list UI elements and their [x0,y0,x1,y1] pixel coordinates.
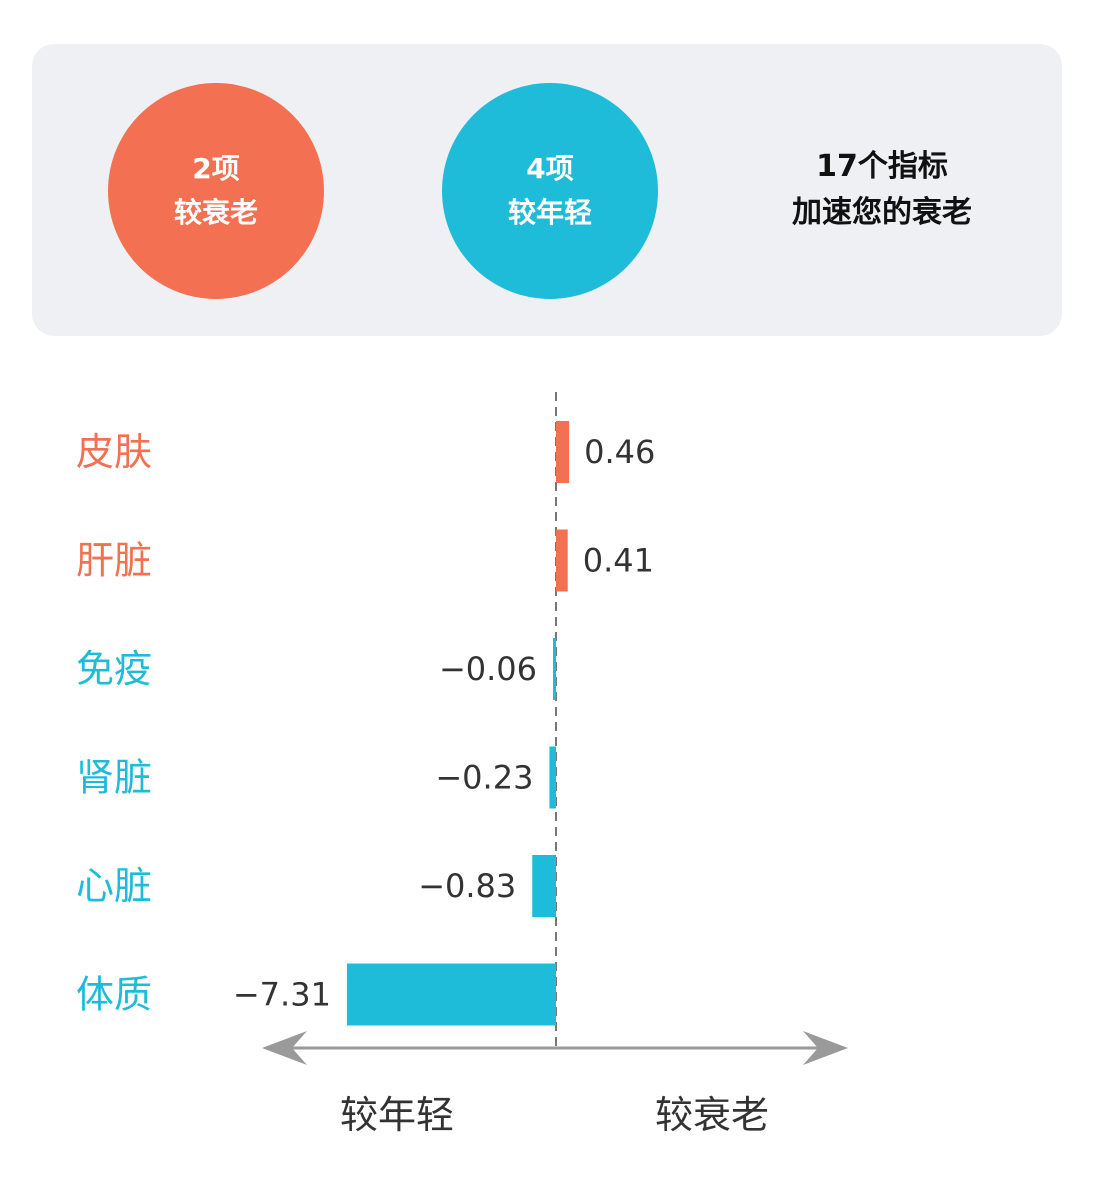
bar [553,638,556,700]
older-count-label: 2项 [192,152,240,185]
category-label: 体质 [76,973,152,1017]
older-count-circle: 2项 较衰老 [108,83,324,299]
value-label: 0.41 [583,542,654,580]
category-label: 心脏 [76,864,152,908]
older-count-text: 较衰老 [173,196,258,229]
category-label: 肾脏 [76,756,152,800]
axis-right-label: 较衰老 [655,1093,769,1137]
bar [532,855,556,917]
bar-chart: 皮肤 0.46 肝脏 0.41 免疫 −0.06 肾脏 −0.23 心脏 −0.83 体质 −7.31… [76,392,848,1137]
category-label: 肝脏 [76,539,152,583]
value-label: −7.31 [233,976,331,1014]
bar [346,963,556,1026]
value-label: −0.06 [439,650,537,688]
headline: 17个指标 加速您的衰老 [762,144,1002,236]
bar [556,529,568,592]
headline-line-1: 17个指标 [816,149,948,184]
axis-left-label: 较年轻 [340,1093,454,1137]
younger-count-label: 4项 [526,152,574,185]
category-label: 皮肤 [76,430,152,474]
younger-count-text: 较年轻 [507,196,592,229]
value-label: 0.46 [584,433,655,471]
value-label: −0.83 [418,867,516,905]
left-arrow-icon [262,1031,307,1065]
bar [549,746,556,809]
headline-line-2: 加速您的衰老 [792,195,972,230]
younger-count-circle: 4项 较年轻 [442,83,658,299]
bar [556,421,570,483]
value-label: −0.23 [435,759,533,797]
summary-panel: 2项 较衰老 4项 较年轻 17个指标 加速您的衰老 [32,44,1062,336]
right-arrow-icon [803,1031,848,1065]
category-label: 免疫 [76,647,152,691]
